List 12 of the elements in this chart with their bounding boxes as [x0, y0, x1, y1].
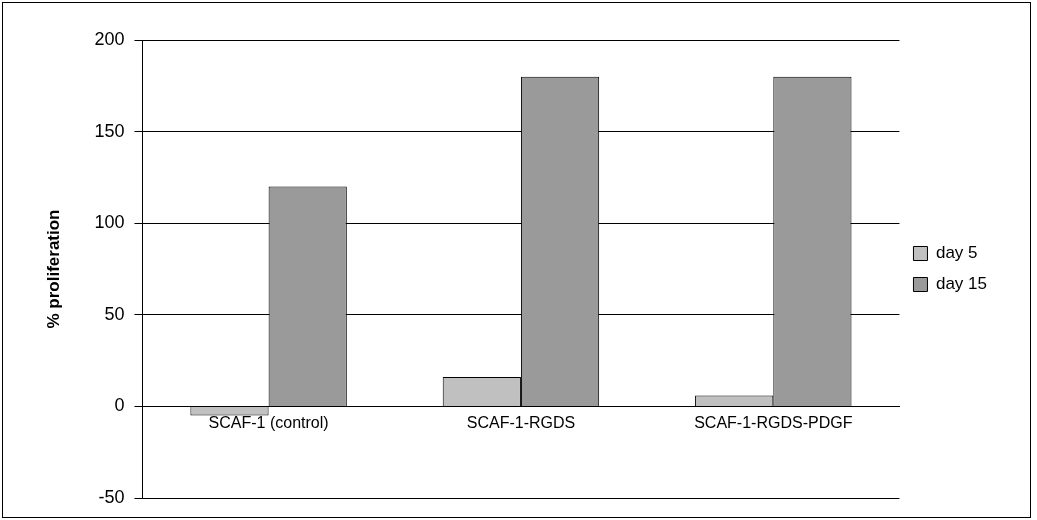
x-tick-label: SCAF-1-RGDS-PDGF [694, 414, 853, 432]
legend-label: day 15 [935, 274, 988, 294]
y-tick-label: 50 [104, 303, 125, 324]
y-tick-label: 200 [94, 28, 125, 49]
legend-label: day 5 [935, 243, 978, 263]
y-tick-label: 150 [94, 120, 125, 141]
y-axis-title: % proliferation [43, 209, 63, 329]
y-tick-label: -50 [98, 486, 125, 507]
y-tick-label: 0 [114, 395, 125, 416]
x-tick-label: SCAF-1-RGDS [466, 414, 576, 432]
y-tick-label: 100 [94, 212, 125, 233]
x-tick-label: SCAF-1 (control) [208, 414, 329, 432]
